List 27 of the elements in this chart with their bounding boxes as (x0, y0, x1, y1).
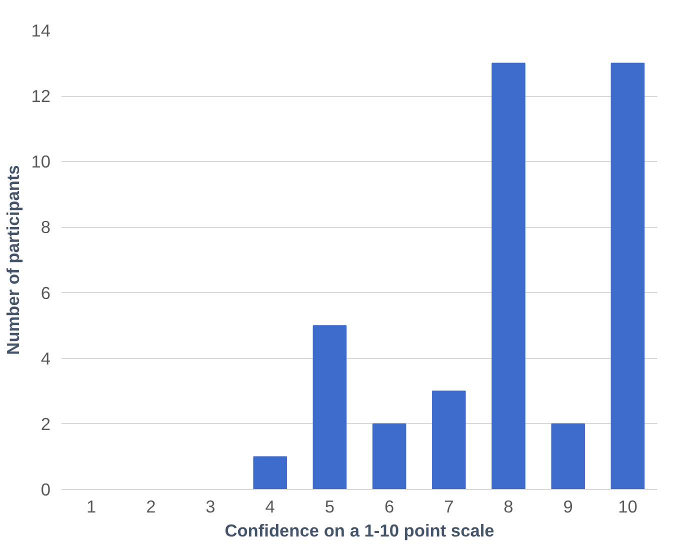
x-tick-label: 9 (563, 496, 573, 516)
y-tick-label: 14 (31, 20, 51, 40)
x-tick-label: 3 (206, 496, 216, 516)
y-tick-label: 12 (31, 86, 51, 106)
bar (610, 62, 645, 490)
y-tick-label: 6 (40, 282, 51, 303)
bar (492, 62, 526, 490)
x-tick-label: 6 (384, 496, 394, 516)
bar (551, 423, 585, 490)
y-tick-label: 4 (40, 348, 51, 368)
y-axis-title: Number of participants (3, 165, 24, 355)
bar (372, 423, 406, 490)
x-tick-label: 8 (504, 496, 514, 516)
x-tick-label: 10 (618, 496, 638, 516)
y-tick-label: 10 (31, 152, 51, 172)
bar (312, 325, 347, 490)
x-tick-label: 2 (146, 496, 156, 516)
y-tick-label: 8 (40, 217, 51, 238)
x-tick-label: 1 (86, 496, 96, 516)
x-tick-label: 5 (324, 496, 335, 516)
x-tick-label: 7 (444, 496, 454, 516)
y-tick-label: 0 (40, 480, 51, 500)
x-axis-title: Confidence on a 1-10 point scale (224, 520, 495, 540)
y-tick-label: 2 (40, 414, 51, 434)
bar (432, 390, 466, 490)
x-tick-label: 4 (265, 496, 276, 516)
bar (253, 456, 287, 490)
